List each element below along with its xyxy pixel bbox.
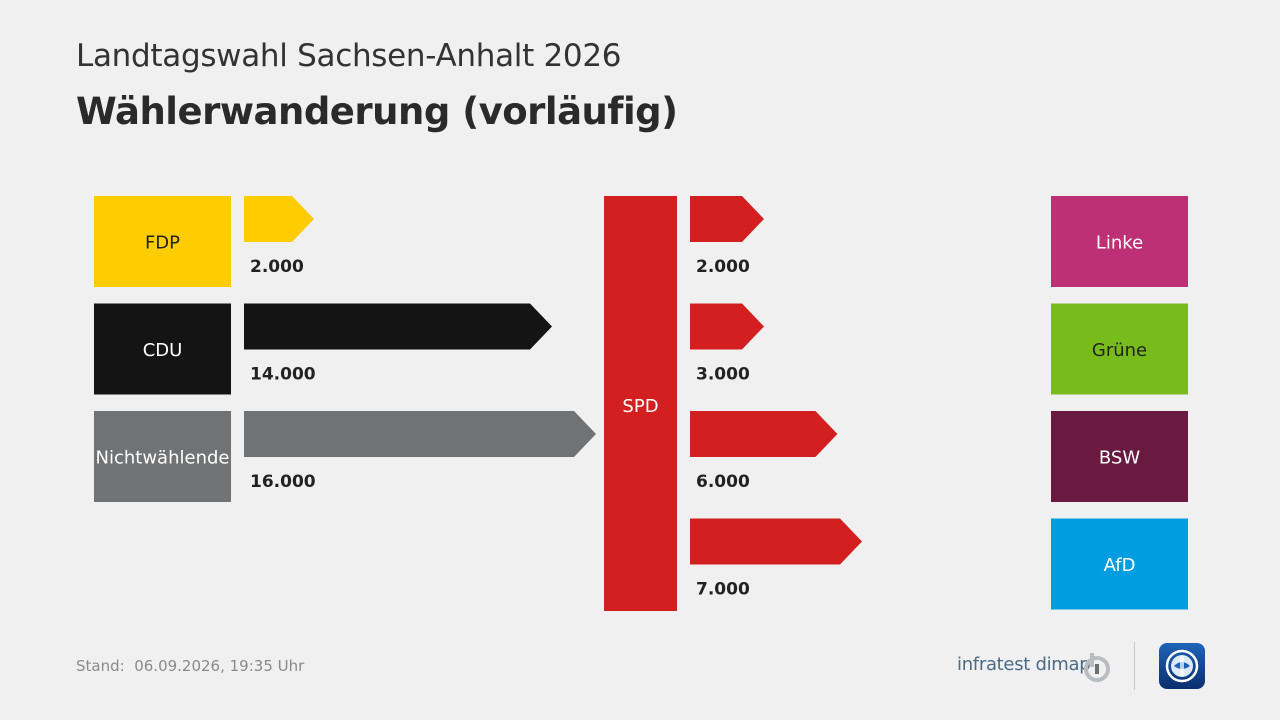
outflow-arrow — [690, 196, 764, 242]
target-box-bsw — [1051, 411, 1188, 502]
inflow-value-label: 2.000 — [250, 257, 304, 277]
outflow-value-label: 2.000 — [696, 257, 750, 277]
target-label: BSW — [1099, 448, 1140, 469]
inflow-arrow — [244, 196, 314, 242]
outflow-value-label: 7.000 — [696, 580, 750, 600]
infratest-logo-icon — [1084, 653, 1110, 682]
target-label: AfD — [1104, 555, 1136, 576]
outflow-value-label: 6.000 — [696, 472, 750, 492]
outflow-arrow — [690, 303, 764, 350]
source-label: Nichtwählende — [96, 448, 230, 469]
source-box-nichtwählende — [94, 411, 231, 502]
target-box-linke — [1051, 196, 1188, 287]
tagesschau-logo-icon — [1159, 643, 1205, 689]
inflow-value-label: 14.000 — [250, 365, 316, 385]
source-label: CDU — [143, 340, 183, 361]
source-box-cdu — [94, 303, 231, 395]
outflow-arrow — [690, 411, 838, 457]
target-label: Linke — [1096, 233, 1143, 254]
outflow-value-label: 3.000 — [696, 365, 750, 385]
center-bar-spd — [604, 196, 677, 611]
inflow-arrow — [244, 303, 552, 350]
inflow-value-label: 16.000 — [250, 472, 316, 492]
source-label: FDP — [145, 233, 180, 254]
outflow-arrow — [690, 518, 862, 565]
chart-subtitle: Landtagswahl Sachsen-Anhalt 2026 — [76, 38, 622, 74]
timestamp: Stand: 06.09.2026, 19:35 Uhr — [76, 657, 305, 675]
source-box-fdp — [94, 196, 231, 287]
target-box-afd — [1051, 518, 1188, 610]
inflow-arrow — [244, 411, 596, 457]
footer-divider — [1134, 642, 1135, 690]
brand-name: infratest dimap — [957, 654, 1091, 675]
target-box-grüne — [1051, 303, 1188, 395]
center-label: SPD — [622, 396, 658, 417]
target-label: Grüne — [1092, 340, 1147, 361]
chart-title: Wählerwanderung (vorläufig) — [76, 90, 678, 133]
